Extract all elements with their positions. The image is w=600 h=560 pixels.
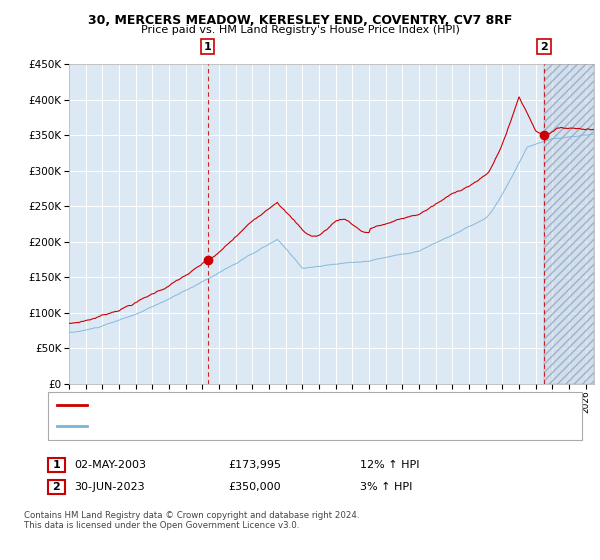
Text: £173,995: £173,995 xyxy=(228,460,281,470)
Text: 2: 2 xyxy=(53,482,60,492)
Text: 02-MAY-2003: 02-MAY-2003 xyxy=(74,460,146,470)
Text: 30, MERCERS MEADOW, KERESLEY END, COVENTRY, CV7 8RF: 30, MERCERS MEADOW, KERESLEY END, COVENT… xyxy=(88,14,512,27)
Text: 1: 1 xyxy=(204,41,212,52)
Text: HPI: Average price, detached house, Nuneaton and Bedworth: HPI: Average price, detached house, Nune… xyxy=(93,421,393,431)
Text: 1: 1 xyxy=(53,460,60,470)
Text: 30-JUN-2023: 30-JUN-2023 xyxy=(74,482,145,492)
Text: £350,000: £350,000 xyxy=(228,482,281,492)
Text: 3% ↑ HPI: 3% ↑ HPI xyxy=(360,482,412,492)
Text: Contains HM Land Registry data © Crown copyright and database right 2024.
This d: Contains HM Land Registry data © Crown c… xyxy=(24,511,359,530)
Bar xyxy=(544,64,594,384)
Text: 12% ↑ HPI: 12% ↑ HPI xyxy=(360,460,419,470)
Bar xyxy=(544,64,594,384)
Text: 30, MERCERS MEADOW, KERESLEY END, COVENTRY, CV7 8RF (detached house): 30, MERCERS MEADOW, KERESLEY END, COVENT… xyxy=(93,400,482,410)
Text: 2: 2 xyxy=(540,41,548,52)
Text: Price paid vs. HM Land Registry's House Price Index (HPI): Price paid vs. HM Land Registry's House … xyxy=(140,25,460,35)
